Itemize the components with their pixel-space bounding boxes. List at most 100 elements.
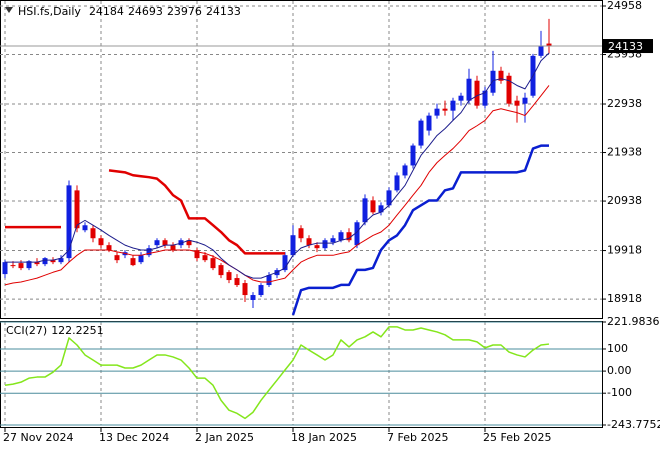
- y-tick-label: -243.7752: [607, 418, 660, 431]
- candle-body: [498, 70, 504, 81]
- symbol: HSI.fs,Daily: [18, 5, 81, 18]
- candle-body: [154, 240, 160, 246]
- candle-body: [162, 240, 168, 246]
- candle-body: [506, 75, 512, 104]
- candle-body: [66, 185, 72, 259]
- candle-body: [234, 278, 240, 286]
- y-tick-label: 24958: [607, 0, 642, 12]
- indicator-line: [4, 326, 550, 420]
- main-panel: [0, 0, 603, 319]
- candle-body: [58, 258, 64, 263]
- y-tick-label: -100: [607, 386, 632, 399]
- candle-body: [314, 245, 320, 249]
- chart-header: HSI.fs,Daily 24184 24693 23976 24133: [18, 5, 241, 18]
- candle-body: [338, 232, 344, 241]
- x-tick-label: 2 Jan 2025: [195, 431, 254, 444]
- candle-body: [418, 120, 424, 146]
- candle-body: [346, 232, 352, 241]
- candle-body: [466, 78, 472, 101]
- candle-body: [354, 222, 360, 246]
- candle-body: [546, 43, 552, 47]
- open: 24184: [89, 5, 124, 18]
- candle-body: [378, 205, 384, 213]
- x-tick-label: 27 Nov 2024: [3, 431, 73, 444]
- y-tick-label: 0.00: [607, 364, 632, 377]
- candle-body: [18, 263, 24, 269]
- candle-body: [26, 261, 32, 269]
- close: 24133: [206, 5, 241, 18]
- candle-body: [426, 115, 432, 131]
- candle-body: [242, 283, 248, 296]
- menu-icon: [5, 7, 13, 13]
- y-tick-label: 221.9836: [607, 315, 660, 328]
- candle-body: [10, 265, 16, 267]
- candle-body: [186, 240, 192, 246]
- candle-body: [2, 262, 8, 275]
- candle-body: [114, 255, 120, 261]
- current-price-box: [603, 39, 653, 54]
- x-tick-label: 18 Jan 2025: [291, 431, 357, 444]
- candle-body: [370, 200, 376, 213]
- candle-body: [490, 70, 496, 93]
- indicator-line: [291, 144, 549, 316]
- y-tick-label: 18918: [607, 292, 642, 305]
- candle-body: [74, 190, 80, 229]
- candle-body: [98, 238, 104, 246]
- y-tick-label: 21938: [607, 146, 642, 159]
- candle-body: [442, 108, 448, 111]
- low: 23976: [167, 5, 202, 18]
- candle-body: [394, 175, 400, 191]
- candle-body: [410, 145, 416, 166]
- candle-body: [170, 245, 176, 251]
- candle-body: [266, 275, 272, 286]
- candle-body: [218, 265, 224, 276]
- x-tick-label: 25 Feb 2025: [483, 431, 551, 444]
- candle-body: [362, 198, 368, 223]
- candle-body: [106, 245, 112, 251]
- candle-body: [330, 238, 336, 243]
- cci-title: CCI(27): [6, 324, 47, 337]
- current-price-label: 24133: [608, 40, 643, 53]
- candle-body: [298, 228, 304, 239]
- candle-body: [250, 295, 256, 300]
- cci-value: 122.2251: [51, 324, 104, 337]
- candle-body: [522, 97, 528, 104]
- candle-body: [258, 285, 264, 296]
- indicator-line: [5, 52, 550, 279]
- candle-body: [514, 100, 520, 106]
- candle-body: [306, 238, 312, 246]
- candle-body: [90, 228, 96, 239]
- candle-body: [434, 108, 440, 116]
- candle-body: [282, 255, 288, 271]
- candle-body: [210, 258, 216, 269]
- candle-body: [50, 260, 56, 263]
- candle-body: [34, 262, 40, 265]
- indicator-line: [5, 169, 285, 255]
- candle-body: [386, 190, 392, 206]
- candle-body: [202, 255, 208, 261]
- x-tick-label: 13 Dec 2024: [99, 431, 169, 444]
- candle-body: [146, 248, 152, 256]
- candle-body: [42, 258, 48, 265]
- cci-header: CCI(27) 122.2251: [6, 324, 104, 337]
- high: 24693: [128, 5, 163, 18]
- candle-body: [474, 80, 480, 106]
- candle-body: [194, 250, 200, 259]
- x-tick-label: 7 Feb 2025: [387, 431, 448, 444]
- candle-body: [402, 165, 408, 176]
- candle-body: [538, 45, 544, 56]
- candle-body: [290, 235, 296, 256]
- candle-body: [226, 272, 232, 281]
- candle-body: [482, 90, 488, 106]
- candle-body: [458, 95, 464, 101]
- y-tick-label: 22938: [607, 97, 642, 110]
- candle-body: [138, 255, 144, 263]
- candle-body: [450, 100, 456, 111]
- candle-body: [82, 225, 88, 231]
- y-tick-label: 19918: [607, 244, 642, 257]
- y-tick-label: 20938: [607, 194, 642, 207]
- candle-body: [322, 240, 328, 249]
